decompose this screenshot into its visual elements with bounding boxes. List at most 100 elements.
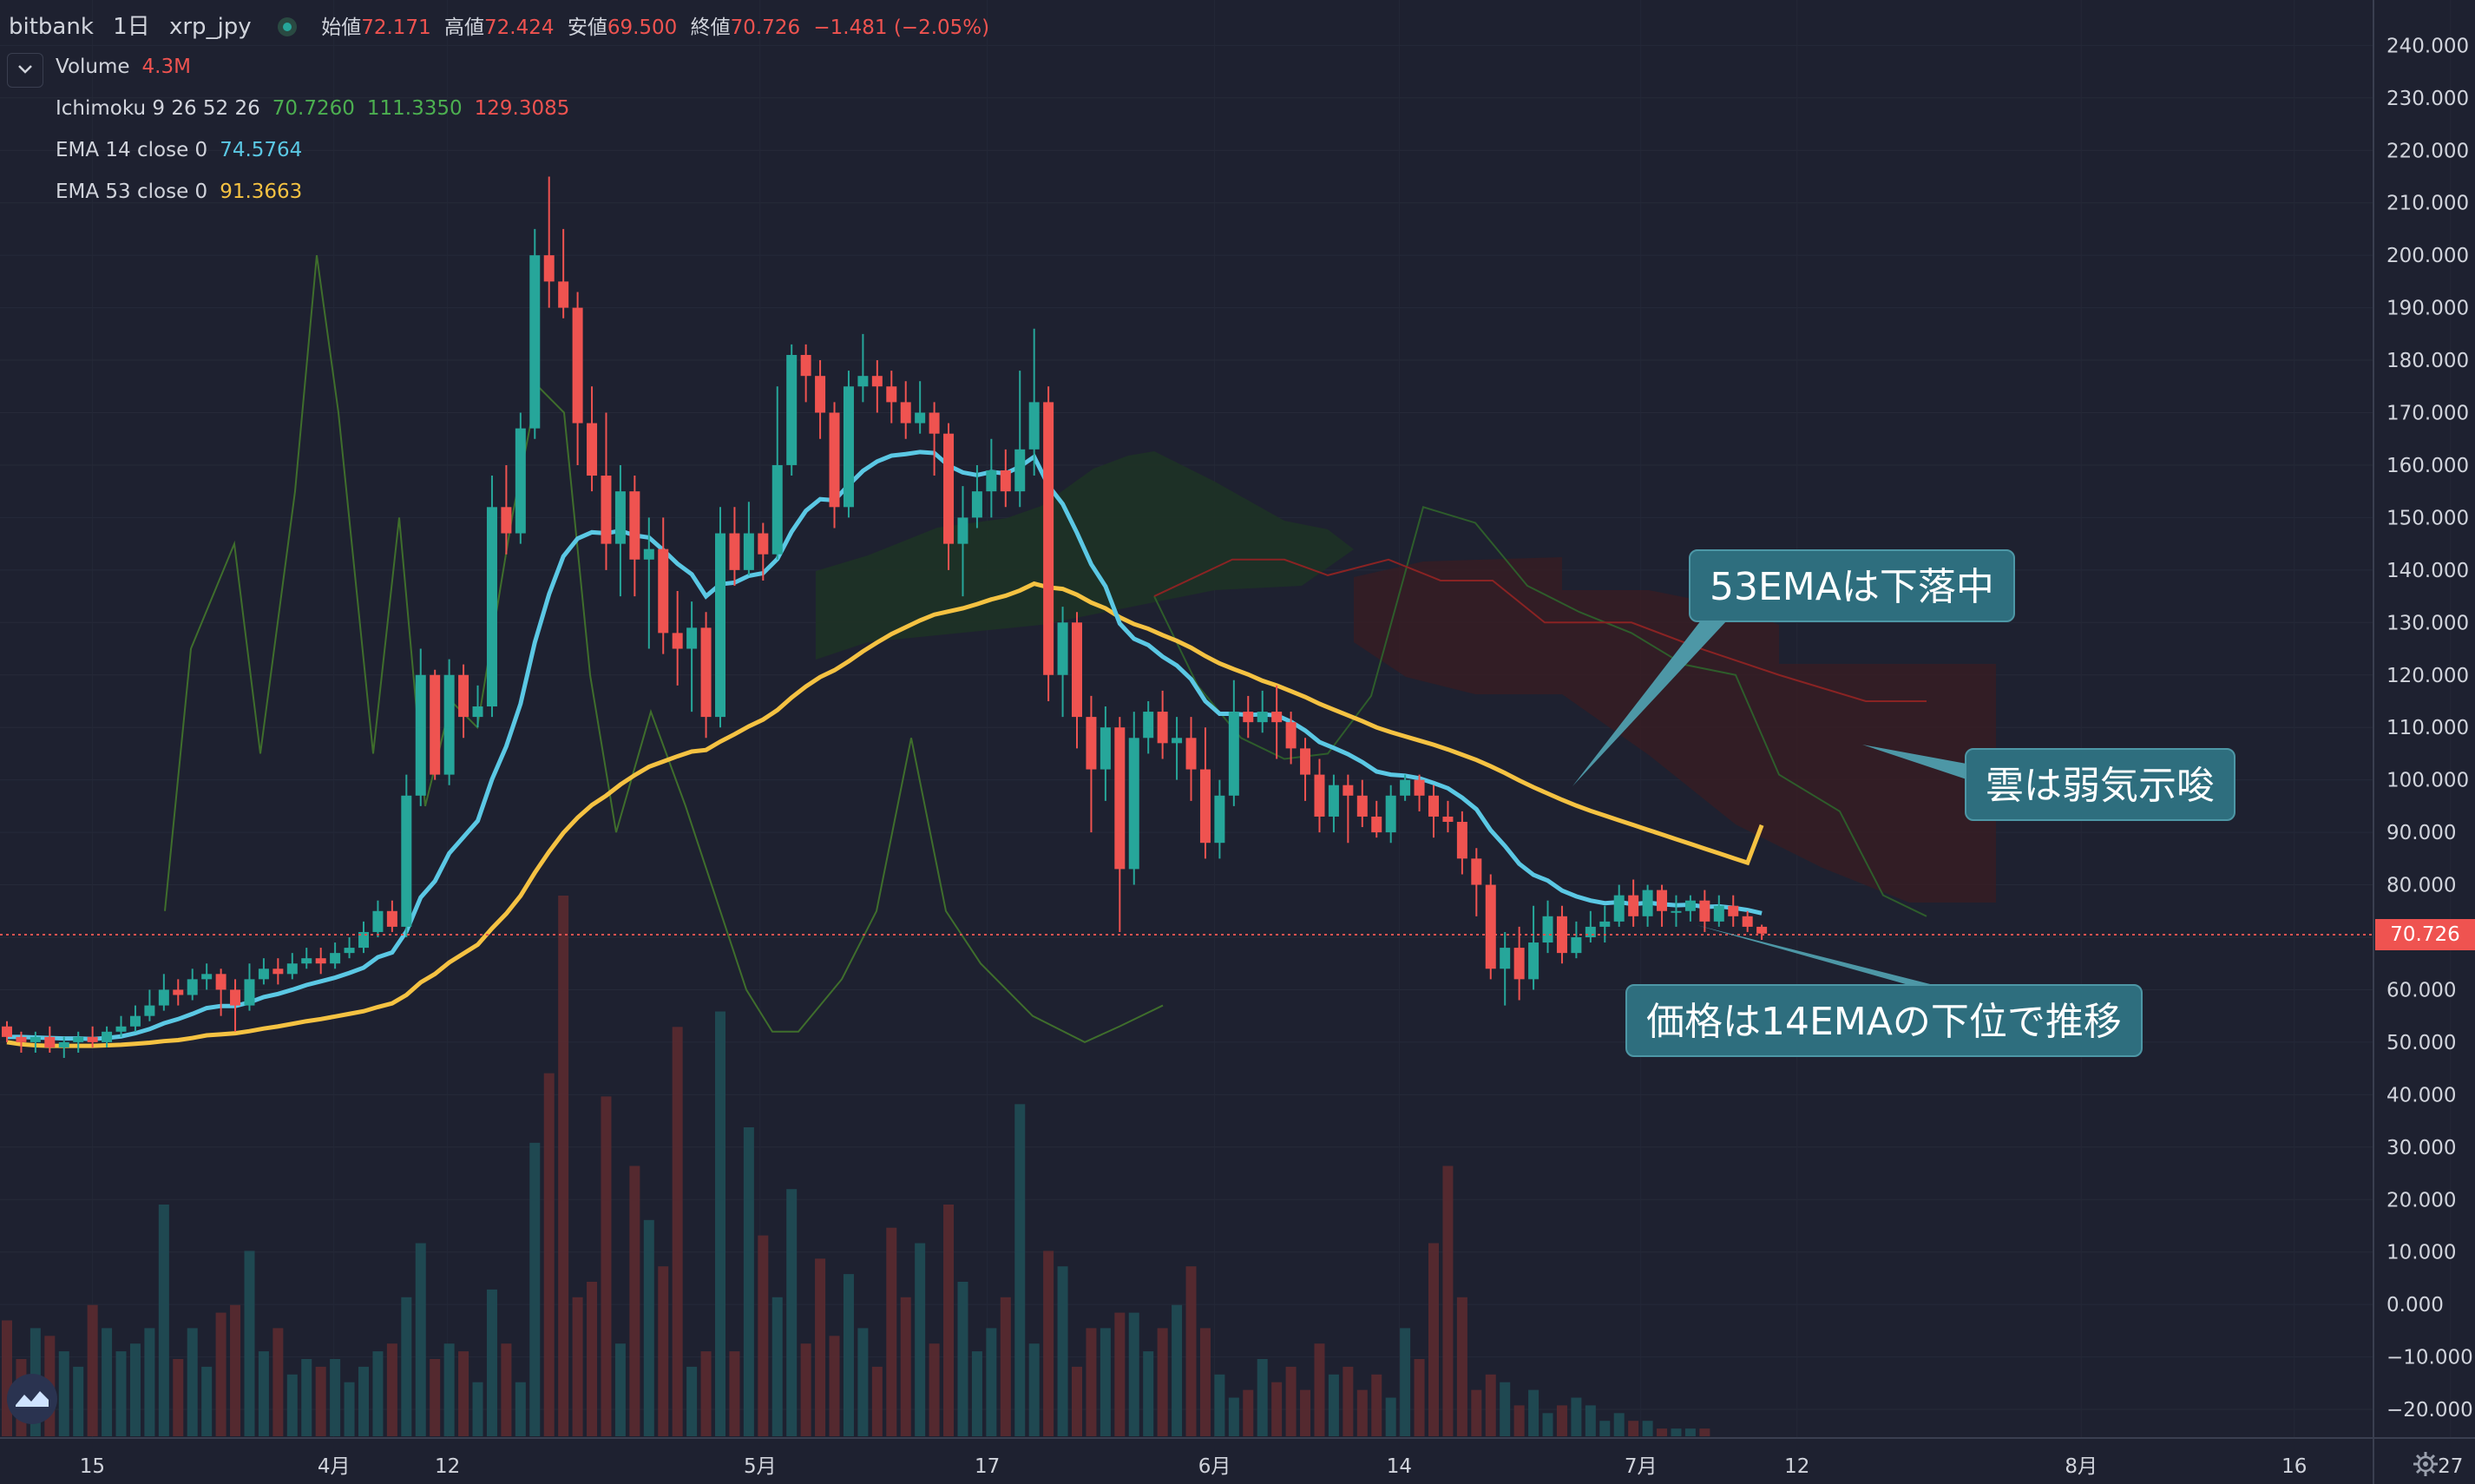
ichimoku-cloud: [164, 255, 1996, 1044]
candle-body: [658, 548, 669, 634]
candle-body: [1585, 926, 1596, 937]
candle-body: [1300, 748, 1311, 775]
interval[interactable]: 1日: [113, 14, 150, 40]
volume-bar: [643, 1219, 654, 1436]
candle-body: [1385, 795, 1396, 833]
volume-bar: [344, 1382, 355, 1436]
volume-bar: [829, 1336, 840, 1436]
candle-body: [1657, 890, 1668, 911]
candle-body: [330, 953, 341, 964]
volume-bar: [986, 1328, 997, 1436]
candle-body: [1428, 795, 1439, 817]
x-tick-label: 7月: [1625, 1455, 1658, 1478]
volume-bar: [1400, 1328, 1411, 1436]
candle-body: [771, 464, 783, 555]
x-tick-label: 4月: [318, 1455, 351, 1478]
volume-bar: [1343, 1366, 1354, 1436]
candle-body: [1684, 900, 1696, 911]
volume-bar: [1128, 1312, 1139, 1436]
candlesticks: [2, 176, 1768, 1059]
volume-bar: [1172, 1304, 1183, 1436]
y-tick-label: 20.000: [2386, 1189, 2456, 1211]
volume-bar: [1371, 1374, 1382, 1436]
volume-bar: [843, 1274, 854, 1436]
candle-body: [1072, 622, 1082, 718]
volume-bar: [1657, 1428, 1668, 1436]
volume-bar: [472, 1382, 483, 1436]
candle-body: [957, 517, 968, 544]
volume-bar: [1385, 1397, 1396, 1436]
candle-body: [230, 989, 241, 1006]
candle-body: [472, 706, 483, 718]
candle-body: [572, 307, 583, 424]
exchange-name[interactable]: bitbank: [9, 14, 94, 40]
legend-ichimoku[interactable]: Ichimoku 9 26 52 26 70.7260 111.3350 129.30…: [56, 97, 570, 120]
volume-bar: [1143, 1351, 1154, 1436]
candle-body: [529, 255, 541, 429]
legend-collapse-button[interactable]: [7, 53, 43, 88]
candle-body: [1271, 712, 1283, 723]
x-tick-label: 12: [435, 1455, 460, 1478]
volume-bar: [1100, 1328, 1111, 1436]
y-tick-label: 180.000: [2386, 350, 2469, 372]
legend-ema14[interactable]: EMA 14 close 0 74.5764: [56, 139, 303, 161]
callout-ema53[interactable]: 53EMAは下落中: [1689, 549, 2015, 622]
candle-body: [144, 1005, 155, 1016]
candle-body: [686, 627, 698, 649]
ichimoku-leading-span-b: [1153, 558, 1927, 702]
callout-price[interactable]: 価格は14EMAの下位で推移: [1625, 984, 2143, 1057]
y-tick-label: 110.000: [2386, 717, 2469, 739]
y-tick-label: 210.000: [2386, 193, 2469, 215]
candle-body: [900, 402, 911, 424]
volume-bar: [758, 1235, 769, 1436]
volume-bar: [1271, 1382, 1283, 1436]
candle-body: [1328, 785, 1339, 817]
volume-bar: [415, 1243, 426, 1436]
volume-bar: [1471, 1389, 1482, 1436]
symbol[interactable]: xrp_jpy: [168, 14, 252, 40]
callout-cloud[interactable]: 雲は弱気示唆: [1965, 748, 2235, 821]
candle-body: [614, 491, 626, 544]
volume-bar: [915, 1243, 926, 1436]
callout-cloud-pointer: [1862, 745, 1966, 779]
volume-bar: [272, 1328, 284, 1436]
volume-bar: [1513, 1405, 1525, 1436]
volume-bar: [358, 1366, 369, 1436]
volume-bar: [1157, 1328, 1168, 1436]
volume-bar: [1257, 1359, 1268, 1436]
volume-bar: [501, 1343, 512, 1436]
legend-ema53[interactable]: EMA 53 close 0 91.3663: [56, 181, 303, 203]
candle-body: [301, 958, 312, 964]
volume-bar: [1599, 1421, 1611, 1436]
tradingview-logo-icon[interactable]: [7, 1374, 57, 1424]
candle-body: [1713, 905, 1724, 922]
candle-body: [201, 974, 213, 980]
y-tick-label: 100.000: [2386, 770, 2469, 792]
x-tick-label: 14: [1387, 1455, 1412, 1478]
candle-body: [1671, 910, 1682, 913]
volume-bar: [558, 896, 569, 1436]
y-tick-label: −20.000: [2386, 1399, 2473, 1422]
candle-body: [986, 469, 997, 492]
volume-bar: [1199, 1328, 1211, 1436]
legend-volume[interactable]: Volume 4.3M: [56, 56, 191, 78]
y-tick-label: 0.000: [2386, 1294, 2444, 1317]
volume-bar: [1699, 1428, 1710, 1436]
candle-body: [700, 627, 712, 718]
callout-price-pointer: [1697, 925, 1944, 988]
candle-body: [1599, 921, 1611, 927]
candle-body: [443, 674, 455, 775]
y-tick-label: 30.000: [2386, 1137, 2456, 1159]
candle-body: [715, 533, 725, 718]
candle-body: [1642, 890, 1653, 916]
volume-bar: [443, 1343, 455, 1436]
gear-icon[interactable]: [2412, 1450, 2439, 1481]
x-tick-label: 17: [975, 1455, 1000, 1478]
callout-ema53-pointer: [1572, 621, 1727, 786]
candle-body: [458, 674, 469, 718]
ohlc-readout: 始値72.171 高値72.424 安値69.500 終値70.726 −1.4…: [321, 16, 990, 39]
x-tick-label: 8月: [2065, 1455, 2098, 1478]
y-tick-label: 220.000: [2386, 140, 2469, 162]
